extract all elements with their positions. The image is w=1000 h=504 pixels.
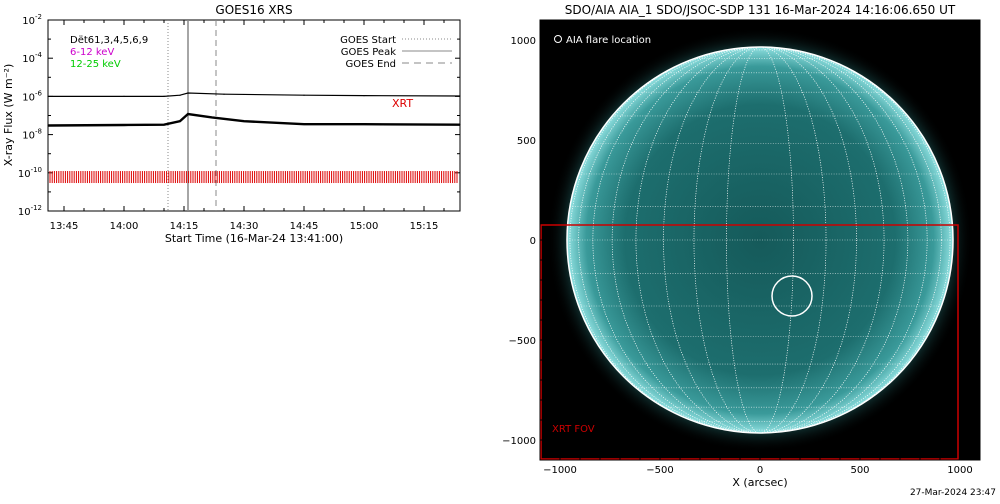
- goes-data-point: [123, 95, 125, 97]
- goes-data-point: [223, 93, 225, 95]
- goes-series-line: [47, 112, 461, 127]
- goes-data-point: [459, 124, 461, 126]
- xrt-fov-box: [540, 224, 959, 460]
- goes-xrs-panel: GOES16 XRS Start Time (16-Mar-24 13:41:0…: [2, 3, 461, 245]
- goes-data-point: [363, 123, 365, 125]
- goes-channel-legend-item: 12-25 keV: [70, 59, 121, 70]
- goes-y-tick-label: 10-10: [18, 166, 42, 180]
- goes-x-ticks: 13:45 14:00 14:15 14:30 14:45 15:00 15:15: [50, 20, 445, 232]
- aia-x-ticks: −1000 −500 0 500 1000: [543, 20, 973, 476]
- aia-x-tick-label: 500: [850, 465, 869, 476]
- goes-data-point: [47, 124, 49, 127]
- flare-location-legend-label: AIA flare location: [566, 35, 651, 46]
- xrt-annotation: XRT: [392, 97, 413, 110]
- aia-y-tick-label: 1000: [511, 36, 536, 47]
- aia-y-tick-label: 0: [530, 236, 536, 247]
- goes-event-legend-label: GOES Peak: [341, 47, 396, 58]
- solar-limb: [566, 46, 954, 434]
- aia-x-tick-label: −500: [646, 465, 673, 476]
- goes-y-tick-label: 10-4: [22, 51, 42, 65]
- goes-data-point: [163, 95, 165, 97]
- goes-x-tick-label: 14:45: [290, 221, 319, 232]
- aia-x-tick-label: 0: [757, 465, 763, 476]
- goes-y-axis-label: X-ray Flux (W m⁻²): [2, 64, 15, 166]
- goes-event-legend-label: GOES Start: [340, 35, 396, 46]
- longitude-line: [611, 46, 909, 434]
- goes-y-tick-label: 10-8: [22, 128, 42, 142]
- goes-data-point: [363, 95, 365, 97]
- goes-data-point: [303, 94, 305, 96]
- goes-x-tick-label: 13:45: [50, 221, 79, 232]
- flare-location-marker: [771, 275, 813, 317]
- aia-x-axis-label: X (arcsec): [732, 476, 787, 489]
- goes-event-legend-label: GOES End: [346, 59, 396, 70]
- goes-y-tick-label: 10-2: [22, 13, 42, 27]
- goes-x-tick-label: 14:30: [230, 221, 259, 232]
- goes-x-axis-label: Start Time (16-Mar-24 13:41:00): [165, 232, 343, 245]
- aia-title: SDO/AIA AIA_1 SDO/JSOC-SDP 131 16-Mar-20…: [565, 3, 956, 17]
- goes-data-point: [459, 95, 461, 97]
- goes-data-point: [163, 124, 165, 126]
- aia-y-tick-label: −1000: [502, 436, 536, 447]
- flare-location-legend-icon: [554, 35, 562, 43]
- aia-y-ticks: 1000 500 0 −500 −1000: [502, 36, 980, 447]
- goes-x-tick-label: 15:00: [350, 221, 379, 232]
- goes-x-tick-label: 14:00: [110, 221, 139, 232]
- goes-data-point: [47, 95, 49, 97]
- goes-data-point: [303, 123, 305, 125]
- goes-x-tick-label: 15:15: [410, 221, 439, 232]
- goes-y-tick-label: 10-12: [18, 204, 42, 218]
- longitude-line: [578, 46, 942, 434]
- aia-image-panel: SDO/AIA AIA_1 SDO/JSOC-SDP 131 16-Mar-20…: [502, 3, 981, 489]
- xrt-fov-label: XRT FOV: [552, 424, 595, 435]
- goes-channel-legend-item: Dët61,3,4,5,6,9: [70, 35, 148, 46]
- goes-data-point: [187, 92, 189, 94]
- goes-title: GOES16 XRS: [215, 3, 292, 17]
- goes-series: [47, 92, 461, 127]
- aia-y-tick-label: 500: [517, 136, 536, 147]
- goes-data-point: [123, 124, 125, 126]
- footer-timestamp: 27-Mar-2024 23:47: [910, 488, 996, 498]
- aia-x-tick-label: 1000: [947, 465, 972, 476]
- goes-data-point: [179, 120, 181, 122]
- goes-data-point: [243, 120, 245, 122]
- goes-data-point: [179, 94, 181, 96]
- goes-y-tick-label: 10-6: [22, 89, 42, 103]
- goes-data-point: [211, 116, 213, 118]
- aia-y-tick-label: −500: [509, 336, 536, 347]
- xrt-observation-band: [49, 171, 458, 184]
- goes-series-line: [48, 92, 461, 97]
- goes-x-tick-label: 14:15: [170, 221, 199, 232]
- goes-data-point: [187, 113, 189, 115]
- aia-x-tick-label: −1000: [543, 465, 577, 476]
- goes-channel-legend-item: 6-12 keV: [70, 47, 114, 58]
